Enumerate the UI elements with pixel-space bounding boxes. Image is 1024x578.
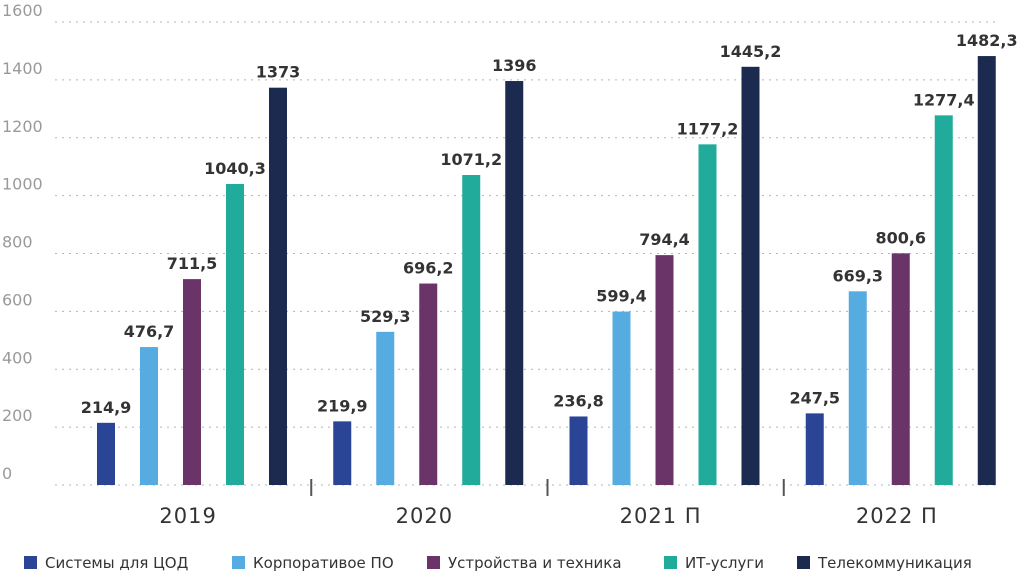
bar bbox=[612, 311, 631, 485]
bar bbox=[655, 255, 674, 485]
bar bbox=[848, 291, 867, 485]
data-label: 696,2 bbox=[403, 259, 454, 278]
legend-label: ИТ-услуги bbox=[685, 554, 764, 572]
bar bbox=[805, 413, 824, 485]
y-tick-label: 1200 bbox=[2, 117, 43, 136]
legend-label: Корпоративое ПО bbox=[253, 554, 394, 572]
bar bbox=[183, 279, 201, 485]
bars bbox=[97, 56, 996, 486]
data-label: 529,3 bbox=[360, 307, 411, 326]
legend-swatch bbox=[232, 556, 245, 569]
legend-item: Системы для ЦОД bbox=[24, 554, 188, 572]
legend-label: Системы для ЦОД bbox=[45, 554, 188, 572]
bar bbox=[462, 175, 481, 486]
data-label: 1445,2 bbox=[720, 42, 782, 61]
data-label: 669,3 bbox=[832, 266, 883, 285]
x-category-label: 2021 П bbox=[620, 504, 702, 528]
legend-item: Телекоммуникация bbox=[797, 554, 972, 572]
legend-swatch bbox=[797, 556, 810, 569]
y-tick-label: 0 bbox=[2, 464, 12, 483]
legend-label: Телекоммуникация bbox=[817, 554, 972, 572]
x-category-label: 2019 bbox=[159, 504, 216, 528]
data-label: 1277,4 bbox=[913, 90, 975, 109]
bar bbox=[505, 81, 524, 485]
data-label: 1071,2 bbox=[440, 150, 502, 169]
data-label: 219,9 bbox=[317, 396, 368, 415]
data-label: 1177,2 bbox=[677, 119, 739, 138]
data-label: 599,4 bbox=[596, 287, 647, 306]
legend-label: Устройства и техника bbox=[448, 554, 622, 572]
bar bbox=[934, 115, 953, 486]
bar bbox=[269, 87, 287, 486]
y-tick-label: 800 bbox=[2, 233, 33, 252]
data-label: 1373 bbox=[256, 63, 301, 82]
data-labels: 214,9 476,7 711,5 1040,3 1373 219,9 529,3 696,2… bbox=[81, 31, 1018, 417]
bar bbox=[419, 283, 438, 485]
data-label: 1482,3 bbox=[956, 31, 1018, 50]
data-label: 247,5 bbox=[789, 388, 840, 407]
y-tick-label: 1600 bbox=[2, 1, 43, 20]
bar bbox=[741, 66, 760, 485]
x-category-label: 2020 bbox=[396, 504, 453, 528]
data-label: 476,7 bbox=[124, 322, 175, 341]
legend-item: Корпоративое ПО bbox=[232, 554, 394, 572]
x-category-label: 2022 П bbox=[856, 504, 938, 528]
legend-swatch bbox=[427, 556, 440, 569]
legend-swatch bbox=[24, 556, 37, 569]
y-tick-label: 600 bbox=[2, 290, 33, 309]
data-label: 1396 bbox=[492, 56, 537, 75]
bar bbox=[140, 347, 158, 485]
bar bbox=[977, 56, 996, 485]
bar bbox=[226, 183, 244, 485]
legend-item: ИТ-услуги bbox=[664, 554, 764, 572]
y-tick-label: 1000 bbox=[2, 175, 43, 194]
bar bbox=[333, 421, 352, 485]
y-tick-label: 1400 bbox=[2, 59, 43, 78]
data-label: 1040,3 bbox=[204, 159, 266, 178]
y-tick-label: 400 bbox=[2, 348, 33, 367]
data-label: 236,8 bbox=[553, 391, 604, 410]
bar bbox=[698, 144, 717, 485]
bar bbox=[569, 416, 588, 485]
bar bbox=[891, 253, 910, 485]
y-axis-ticks: 0 200 400 600 800 1000 1200 1400 1600 bbox=[2, 1, 43, 483]
bar bbox=[376, 331, 395, 485]
data-label: 800,6 bbox=[875, 228, 926, 247]
data-label: 794,4 bbox=[639, 230, 690, 249]
legend-item: Устройства и техника bbox=[427, 554, 622, 572]
x-axis-categories: 2019 2020 2021 П 2022 П bbox=[159, 479, 937, 528]
legend-swatch bbox=[664, 556, 677, 569]
legend: Системы для ЦОД Корпоративое ПО Устройства… bbox=[24, 554, 972, 572]
data-label: 214,9 bbox=[81, 398, 132, 417]
data-label: 711,5 bbox=[167, 254, 218, 273]
bar bbox=[97, 422, 115, 485]
y-tick-label: 200 bbox=[2, 406, 33, 425]
